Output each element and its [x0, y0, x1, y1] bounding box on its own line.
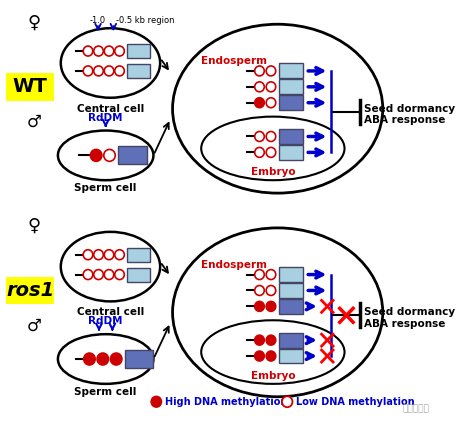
Circle shape	[115, 250, 124, 260]
Text: Endosperm: Endosperm	[201, 260, 267, 270]
Bar	[279, 79, 303, 94]
Text: Embryo: Embryo	[251, 167, 295, 177]
Circle shape	[255, 132, 264, 141]
Circle shape	[83, 250, 93, 260]
Circle shape	[104, 149, 115, 161]
Circle shape	[115, 66, 124, 76]
Circle shape	[83, 46, 93, 56]
Text: -1.0: -1.0	[90, 16, 106, 25]
Circle shape	[266, 147, 276, 157]
Circle shape	[255, 270, 264, 279]
Circle shape	[266, 82, 276, 92]
Bar	[118, 146, 147, 164]
Circle shape	[266, 98, 276, 108]
Bar	[279, 299, 303, 314]
Circle shape	[104, 270, 114, 279]
Bar	[279, 129, 303, 144]
Text: Sperm cell: Sperm cell	[74, 387, 137, 397]
Circle shape	[94, 66, 103, 76]
Text: ♀: ♀	[27, 14, 41, 31]
Bar	[279, 267, 303, 282]
Circle shape	[266, 301, 276, 311]
Circle shape	[266, 270, 276, 279]
Text: ♂: ♂	[27, 316, 41, 334]
Text: -0.5 kb region: -0.5 kb region	[116, 16, 175, 25]
Circle shape	[115, 270, 124, 279]
Circle shape	[255, 147, 264, 157]
Circle shape	[266, 132, 276, 141]
Circle shape	[91, 149, 102, 161]
Circle shape	[151, 396, 162, 407]
Circle shape	[104, 250, 114, 260]
Circle shape	[255, 286, 264, 295]
Circle shape	[94, 46, 103, 56]
Circle shape	[94, 250, 103, 260]
Circle shape	[255, 335, 264, 345]
Circle shape	[84, 353, 95, 365]
Text: Central cell: Central cell	[77, 104, 144, 114]
Bar	[279, 95, 303, 110]
Circle shape	[115, 46, 124, 56]
Circle shape	[104, 66, 114, 76]
FancyBboxPatch shape	[6, 276, 54, 304]
Text: ros1: ros1	[6, 281, 55, 300]
Text: RdDM: RdDM	[89, 113, 123, 123]
Circle shape	[255, 66, 264, 76]
Bar	[127, 64, 150, 78]
Circle shape	[266, 286, 276, 295]
Text: WT: WT	[13, 77, 48, 96]
Text: Low DNA methylation: Low DNA methylation	[296, 397, 414, 407]
Circle shape	[104, 46, 114, 56]
Bar	[127, 268, 150, 281]
Circle shape	[255, 301, 264, 311]
Text: Endosperm: Endosperm	[201, 56, 267, 66]
Circle shape	[255, 351, 264, 361]
Text: Seed dormancy
ABA response: Seed dormancy ABA response	[364, 104, 455, 125]
Circle shape	[83, 66, 93, 76]
Circle shape	[94, 270, 103, 279]
Circle shape	[110, 353, 122, 365]
Text: Seed dormancy
ABA response: Seed dormancy ABA response	[364, 307, 455, 329]
Circle shape	[255, 82, 264, 92]
FancyBboxPatch shape	[6, 73, 54, 101]
Circle shape	[266, 66, 276, 76]
Text: RdDM: RdDM	[89, 316, 123, 326]
Circle shape	[266, 335, 276, 345]
Bar	[127, 248, 150, 262]
Text: Embryo: Embryo	[251, 371, 295, 381]
Circle shape	[266, 351, 276, 361]
Text: ♀: ♀	[27, 217, 41, 235]
Text: 中国高科技: 中国高科技	[403, 405, 429, 414]
Bar	[127, 44, 150, 58]
Bar	[279, 283, 303, 298]
Bar	[279, 333, 303, 348]
Circle shape	[255, 98, 264, 108]
Text: Sperm cell: Sperm cell	[74, 183, 137, 193]
Text: Central cell: Central cell	[77, 307, 144, 317]
Circle shape	[282, 396, 292, 407]
Bar	[125, 350, 154, 368]
Bar	[279, 63, 303, 78]
Bar	[279, 349, 303, 363]
Bar	[279, 145, 303, 160]
Circle shape	[83, 270, 93, 279]
Circle shape	[97, 353, 109, 365]
Text: High DNA methylation: High DNA methylation	[165, 397, 287, 407]
Text: ♂: ♂	[27, 113, 41, 131]
